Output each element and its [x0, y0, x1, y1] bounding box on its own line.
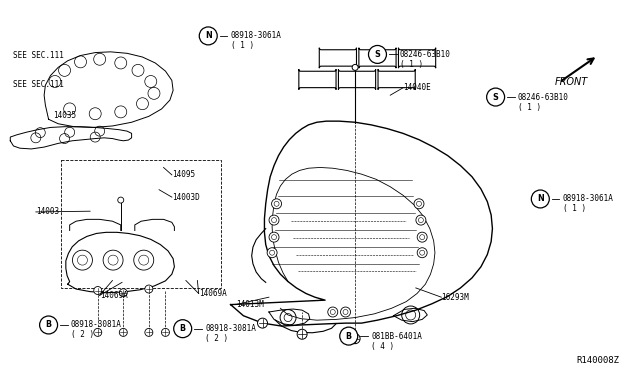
Circle shape	[267, 248, 277, 258]
Text: ( 1 ): ( 1 )	[230, 41, 253, 50]
Text: R140008Z: R140008Z	[577, 356, 620, 365]
Text: ( 1 ): ( 1 )	[400, 60, 423, 69]
Circle shape	[271, 199, 282, 209]
Text: S: S	[374, 50, 380, 59]
Text: ( 1 ): ( 1 )	[518, 103, 541, 112]
Text: 14069A: 14069A	[198, 289, 227, 298]
Circle shape	[486, 88, 504, 106]
Text: 08246-63B10: 08246-63B10	[400, 50, 451, 59]
Text: 08918-3081A: 08918-3081A	[205, 324, 256, 333]
Text: 14040E: 14040E	[403, 83, 431, 92]
Circle shape	[350, 334, 360, 344]
Circle shape	[199, 27, 217, 45]
Circle shape	[145, 285, 153, 293]
Text: ( 4 ): ( 4 )	[371, 341, 394, 350]
Circle shape	[417, 248, 427, 258]
Circle shape	[269, 232, 279, 242]
Circle shape	[531, 190, 549, 208]
Text: SEE SEC.111: SEE SEC.111	[13, 51, 65, 60]
Text: B: B	[45, 321, 52, 330]
Circle shape	[40, 316, 58, 334]
Text: 08246-63B10: 08246-63B10	[518, 93, 569, 102]
Text: 08918-3061A: 08918-3061A	[230, 31, 282, 41]
Circle shape	[118, 197, 124, 203]
Text: 14095: 14095	[172, 170, 195, 179]
Circle shape	[297, 329, 307, 339]
Circle shape	[94, 328, 102, 336]
Circle shape	[119, 328, 127, 336]
Text: 14003D: 14003D	[172, 193, 200, 202]
Circle shape	[173, 320, 191, 338]
Circle shape	[257, 318, 268, 328]
Text: SEE SEC.111: SEE SEC.111	[13, 80, 65, 89]
Circle shape	[417, 232, 427, 242]
Text: 08918-3081A: 08918-3081A	[71, 321, 122, 330]
Circle shape	[352, 64, 358, 70]
Circle shape	[145, 328, 153, 336]
Text: B: B	[180, 324, 186, 333]
Text: ( 1 ): ( 1 )	[563, 205, 586, 214]
Text: S: S	[493, 93, 499, 102]
Circle shape	[94, 286, 102, 295]
Circle shape	[119, 289, 127, 297]
Text: N: N	[205, 31, 212, 41]
Text: 081BB-6401A: 081BB-6401A	[371, 331, 422, 341]
Text: FRONT: FRONT	[554, 77, 588, 87]
Text: ( 2 ): ( 2 )	[71, 330, 94, 339]
Text: 08918-3061A: 08918-3061A	[563, 195, 614, 203]
Text: 14003: 14003	[36, 208, 59, 217]
Text: B: B	[346, 331, 352, 341]
Text: 14069A: 14069A	[100, 291, 127, 300]
Circle shape	[340, 307, 351, 317]
Text: 14035: 14035	[53, 111, 76, 120]
Circle shape	[328, 307, 338, 317]
Circle shape	[269, 215, 279, 225]
Text: 16293M: 16293M	[442, 293, 469, 302]
Circle shape	[161, 328, 170, 336]
Bar	[61, 160, 221, 288]
Text: ( 2 ): ( 2 )	[205, 334, 228, 343]
Circle shape	[414, 199, 424, 209]
Circle shape	[369, 45, 387, 63]
Circle shape	[416, 215, 426, 225]
Circle shape	[340, 327, 358, 345]
Text: 14013M: 14013M	[236, 300, 264, 309]
Text: N: N	[537, 195, 544, 203]
